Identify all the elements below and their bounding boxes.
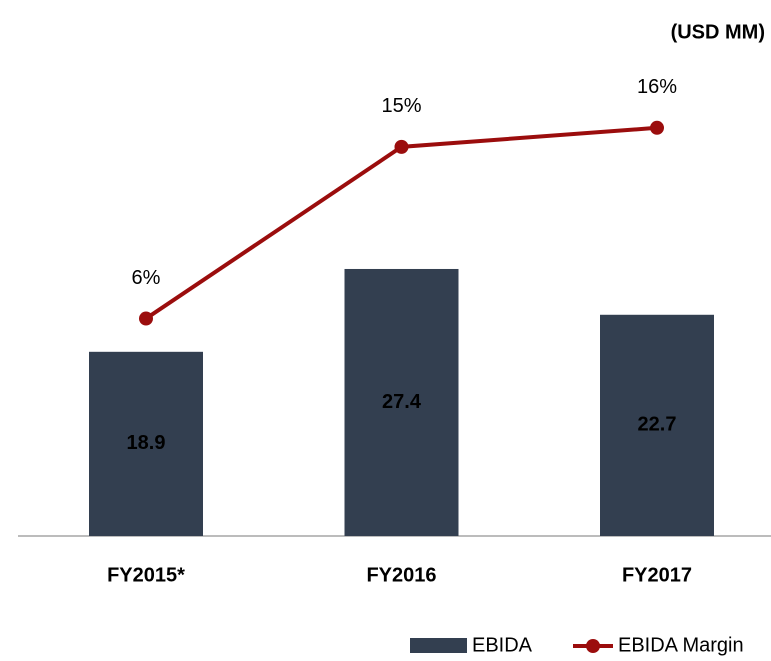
- bar: [600, 314, 714, 536]
- line-label: 15%: [381, 95, 421, 117]
- legend-label: EBIDA: [472, 634, 533, 656]
- legend-label: EBIDA Margin: [618, 634, 744, 656]
- x-tick-label: FY2017: [622, 564, 692, 586]
- x-tick-label: FY2015*: [107, 564, 185, 586]
- line-marker: [394, 139, 409, 154]
- bar-label: 22.7: [638, 414, 677, 436]
- bar: [344, 268, 459, 536]
- line-marker: [650, 120, 664, 135]
- line-label: 16%: [637, 76, 677, 98]
- bar: [89, 351, 203, 536]
- unit-label: (USD MM): [671, 21, 765, 43]
- bar-label: 27.4: [382, 391, 422, 413]
- bar-label: 18.9: [127, 432, 166, 454]
- legend-swatch: [410, 638, 467, 653]
- x-tick-label: FY2016: [366, 564, 436, 586]
- line-label: 6%: [132, 267, 161, 289]
- legend-marker: [586, 639, 600, 653]
- line-marker: [139, 311, 153, 326]
